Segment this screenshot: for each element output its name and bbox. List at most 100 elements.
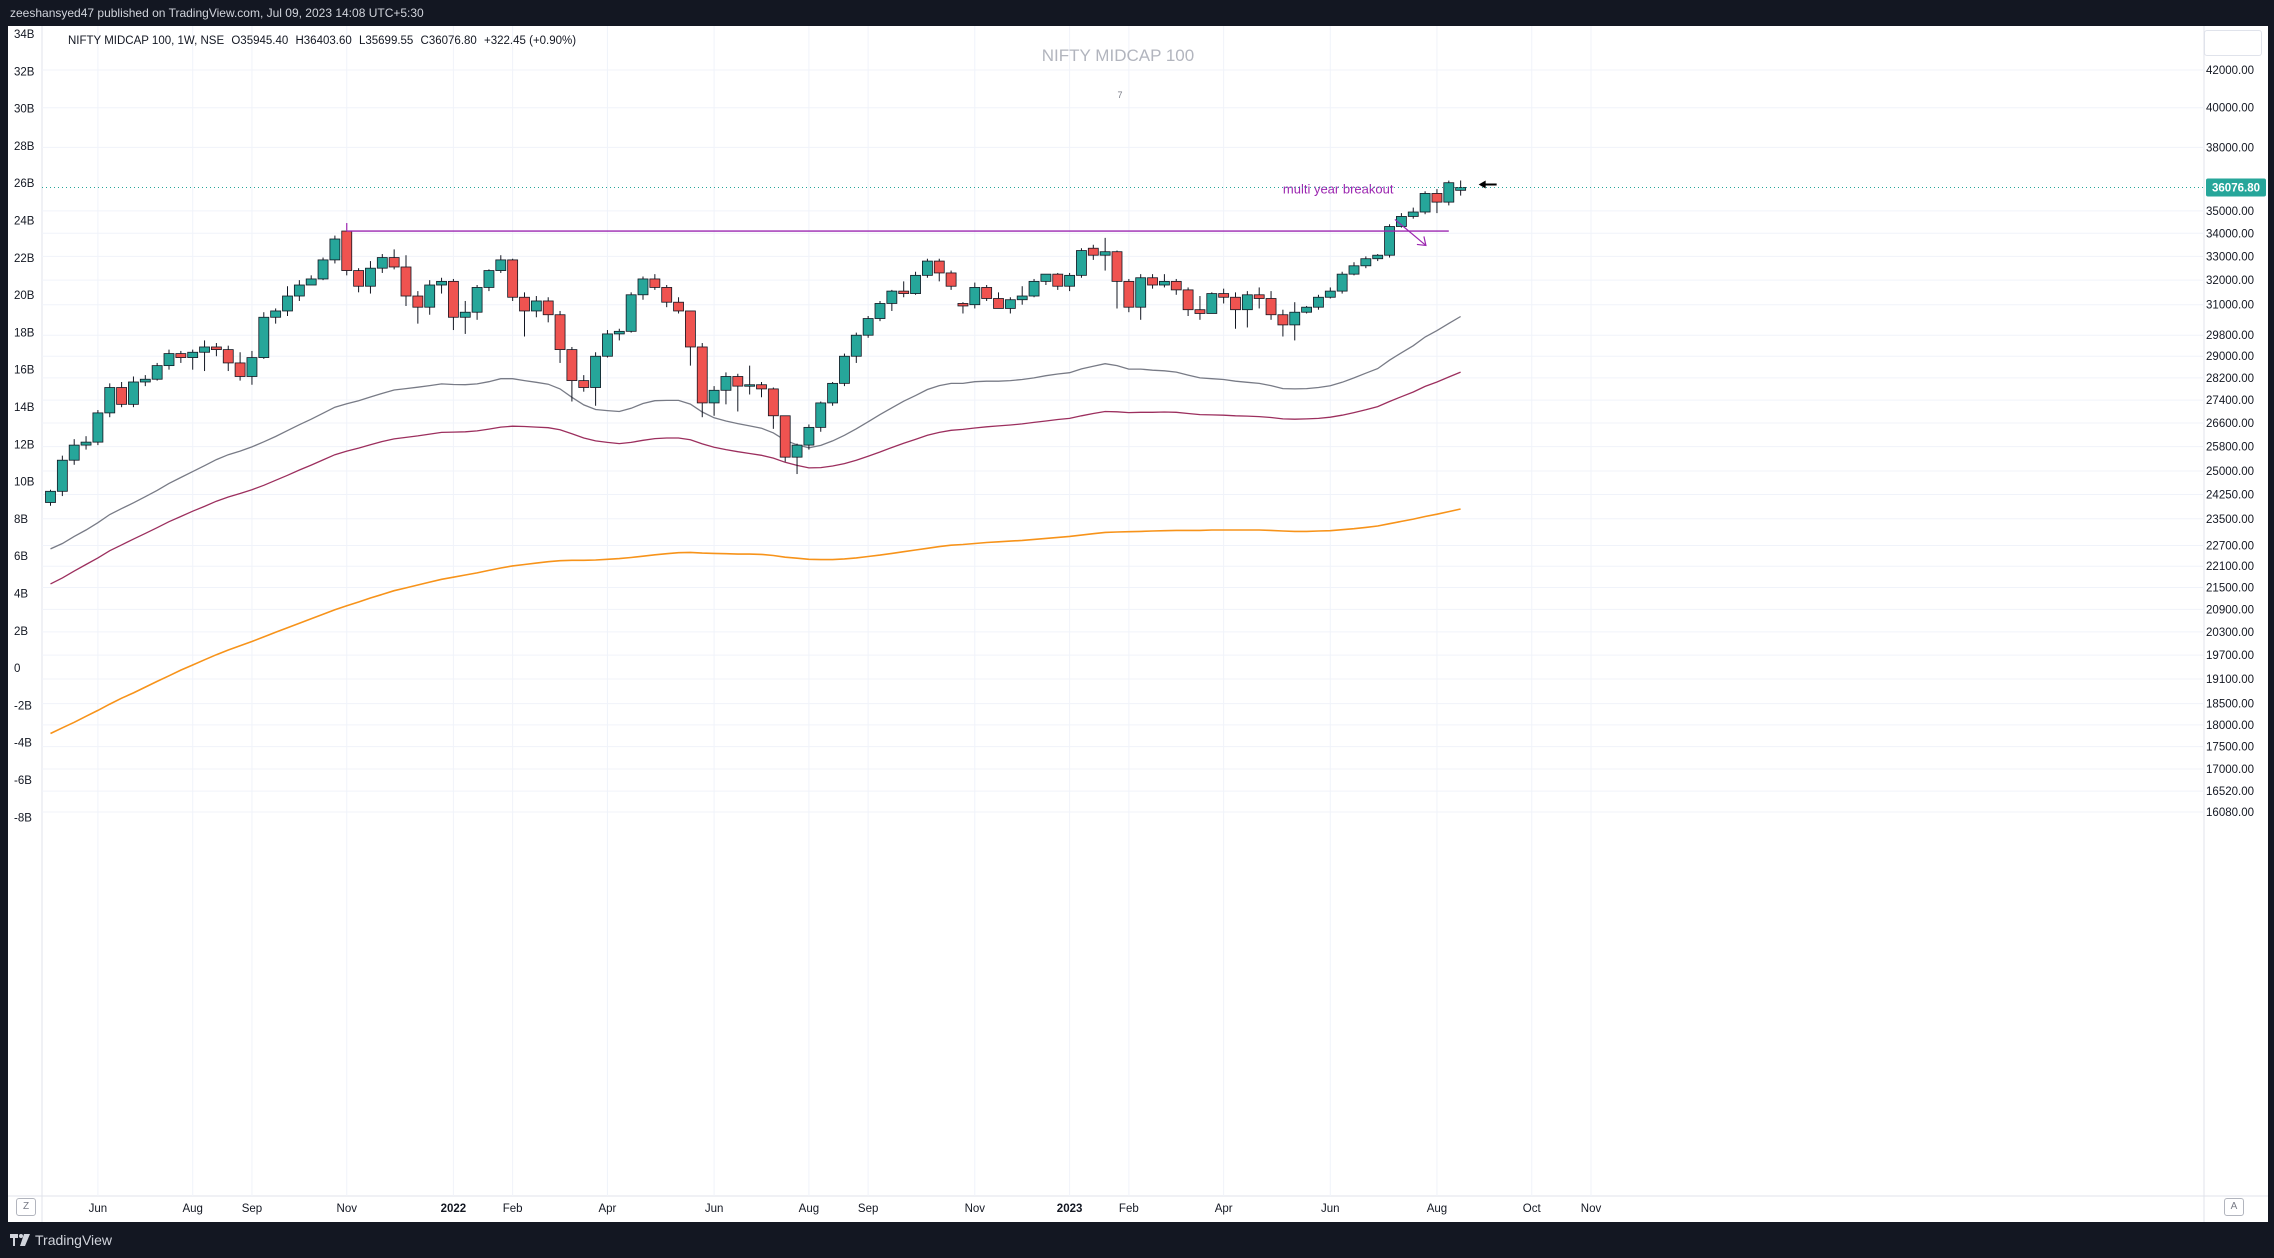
candle[interactable] [412,291,424,324]
candle[interactable] [1040,273,1052,286]
candle[interactable] [874,300,886,322]
candle[interactable] [1313,294,1324,310]
candle[interactable] [293,280,305,301]
candle[interactable] [1431,189,1443,214]
auto-scale-z-button[interactable]: Z [16,1198,36,1216]
candle[interactable] [1099,237,1111,271]
candle[interactable] [827,381,838,406]
candle[interactable] [566,346,578,402]
candle[interactable] [590,352,601,406]
candle[interactable] [839,353,850,387]
candle[interactable] [175,350,187,363]
candle[interactable] [969,282,981,309]
candle[interactable] [246,350,258,385]
candle[interactable] [1360,256,1372,269]
candle[interactable] [92,410,104,446]
candle[interactable] [1230,292,1241,329]
candle[interactable] [685,310,696,366]
candle[interactable] [1135,274,1147,320]
candle[interactable] [104,383,116,418]
candle[interactable] [1182,287,1194,316]
candle[interactable] [1407,207,1419,219]
candle[interactable] [1336,271,1348,294]
candle[interactable] [542,297,554,323]
candle[interactable] [602,330,613,358]
candle[interactable] [744,365,756,395]
candle[interactable] [708,386,720,416]
candle[interactable] [696,343,708,418]
candle[interactable] [732,373,744,412]
candle[interactable] [436,277,447,294]
candle[interactable] [128,376,139,408]
candle[interactable] [1348,262,1360,276]
candle[interactable] [530,296,542,318]
candle[interactable] [1159,274,1170,288]
candle[interactable] [1170,278,1182,295]
candle[interactable] [68,439,80,465]
chart-frame[interactable]: 34B 32B 30B 28B 26B 24B 22B 20B 18B 16B 14B 12B 10B 8… [8,26,2268,1222]
candle[interactable] [1265,291,1277,320]
candle[interactable] [1443,180,1455,206]
candle[interactable] [957,302,969,314]
candle[interactable] [767,387,779,429]
candle[interactable] [981,285,993,301]
candle[interactable] [625,292,637,333]
candle[interactable] [270,308,282,324]
auto-scale-a-button[interactable]: A [2224,1198,2244,1216]
candle[interactable] [507,258,519,301]
candle[interactable] [424,280,436,315]
candle[interactable] [1016,286,1028,305]
candle[interactable] [459,300,471,334]
candle[interactable] [234,352,246,381]
candle[interactable] [151,362,163,381]
candle[interactable] [495,255,507,273]
candle[interactable] [661,285,673,308]
candle[interactable] [1052,272,1064,290]
candle[interactable] [720,372,732,405]
candle[interactable] [388,249,400,270]
candle[interactable] [282,286,293,316]
candle[interactable] [637,276,649,300]
candle[interactable] [1111,250,1123,309]
candle[interactable] [1372,254,1384,262]
candle[interactable] [1241,291,1253,328]
candle[interactable] [199,340,210,372]
price-scale-corner-button[interactable] [2204,30,2262,56]
candle[interactable] [447,278,459,331]
candle[interactable] [815,401,827,432]
candle[interactable] [222,345,234,372]
price-chart[interactable]: 34B 32B 30B 28B 26B 24B 22B 20B 18B 16B 14B 12B 10B 8… [8,26,2268,1222]
candle[interactable] [353,268,365,293]
candle[interactable] [791,443,803,475]
candle[interactable] [329,235,341,264]
candle[interactable] [756,381,767,398]
candle[interactable] [1004,297,1016,314]
candle[interactable] [933,258,945,282]
candle[interactable] [1147,274,1158,289]
candle[interactable] [483,269,495,292]
candle[interactable] [365,261,376,294]
candle[interactable] [116,381,127,408]
candle[interactable] [945,270,957,290]
candle[interactable] [1218,288,1230,304]
candle[interactable] [341,230,353,276]
breakout-annotation[interactable]: multi year breakout [1283,181,1394,196]
candle[interactable] [80,436,92,450]
candle[interactable] [1206,292,1218,314]
candle[interactable] [258,312,270,359]
candle[interactable] [519,292,530,337]
candle[interactable] [1324,287,1336,299]
candle[interactable] [649,274,661,290]
candle[interactable] [45,489,56,506]
candle[interactable] [886,289,898,311]
candle[interactable] [578,375,590,392]
candle[interactable] [803,424,815,450]
candle[interactable] [1194,296,1206,320]
candle[interactable] [922,258,933,278]
candle[interactable] [376,254,388,273]
candle[interactable] [1076,248,1087,278]
candle[interactable] [613,328,625,341]
candle[interactable] [1253,287,1265,309]
candle[interactable] [1289,302,1301,341]
candle[interactable] [673,297,684,314]
